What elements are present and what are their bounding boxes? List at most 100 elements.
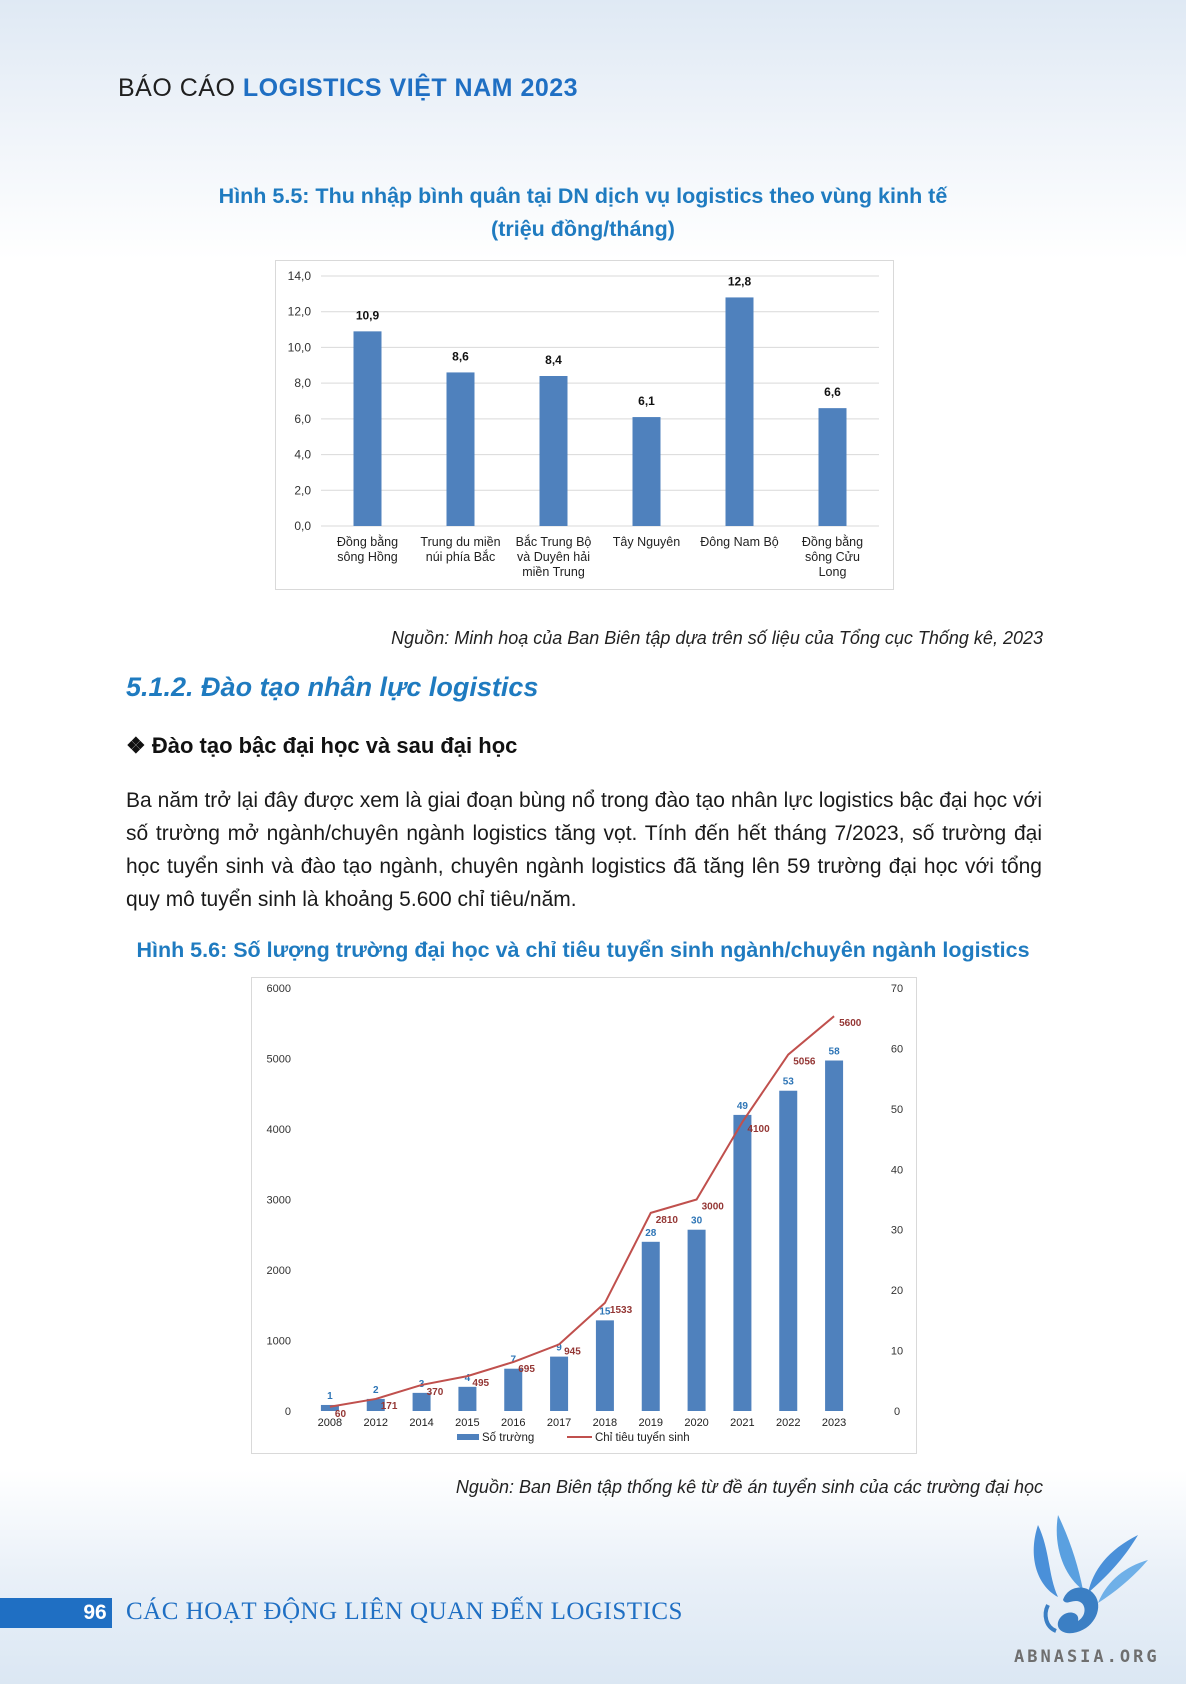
- line-data-label: 5600: [839, 1018, 862, 1029]
- figure1-title-line2: (triệu đồng/tháng): [491, 217, 675, 241]
- running-header: BÁO CÁO LOGISTICS VIỆT NAM 2023: [118, 74, 578, 103]
- figure2-chart-frame: 0 1000 2000 3000 4000 5000 6000 0 10 20 30 40 50 60 70…: [251, 977, 917, 1454]
- x-tick-label: Bắc Trung Bộ: [516, 534, 592, 549]
- x-tick-label: 2017: [547, 1417, 571, 1429]
- y-right-tick-label: 10: [891, 1346, 903, 1358]
- universities-combo-chart: 0 1000 2000 3000 4000 5000 6000 0 10 20 30 40 50 60 70…: [267, 983, 904, 1444]
- body-paragraph: Ba năm trở lại đây được xem là giai đoạn…: [126, 789, 1042, 911]
- bar-data-label: 53: [783, 1077, 795, 1088]
- y-tick-label: 12,0: [288, 305, 312, 319]
- quota-line: [329, 1015, 835, 1408]
- footer-title: CÁC HOẠT ĐỘNG LIÊN QUAN ĐẾN LOGISTICS: [126, 1598, 683, 1625]
- x-tick-label: 2016: [501, 1417, 525, 1429]
- bar-data-label: 9: [556, 1343, 562, 1354]
- bar-data-label: 2: [373, 1385, 379, 1396]
- x-tick-label: Đồng bằng: [802, 534, 863, 549]
- figure1-title: Hình 5.5: Thu nhập bình quân tại DN dịch…: [150, 180, 1016, 246]
- bar-data-label: 7: [510, 1355, 516, 1366]
- legend-swatch-bar: [457, 1434, 479, 1440]
- y-tick-label: 6,0: [294, 412, 311, 426]
- x-tick-label: 2019: [639, 1417, 663, 1429]
- y-left-tick-label: 0: [285, 1406, 291, 1418]
- bar: [825, 1060, 844, 1411]
- header-prefix: BÁO CÁO: [118, 74, 236, 102]
- bar: [504, 1368, 523, 1411]
- x-tick-label: 2008: [318, 1417, 342, 1429]
- bar: [687, 1229, 706, 1411]
- y-right-tick-label: 0: [894, 1406, 900, 1418]
- x-tick-label: 2018: [593, 1417, 617, 1429]
- bar: [353, 331, 382, 526]
- header-background: [0, 0, 1186, 260]
- x-tick-label: sông Hồng: [337, 550, 398, 564]
- line-data-label: 1533: [610, 1305, 633, 1316]
- data-label: 8,4: [545, 353, 562, 367]
- x-tick-label: Đông Nam Bộ: [700, 535, 779, 549]
- bar: [595, 1320, 614, 1411]
- y-left-tick-label: 2000: [267, 1265, 291, 1277]
- x-tick-label: 2015: [455, 1417, 479, 1429]
- y-right-tick-label: 60: [891, 1043, 903, 1055]
- y-right-tick-label: 50: [891, 1104, 903, 1116]
- y-tick-label: 0,0: [294, 519, 311, 533]
- y-right-tick-label: 30: [891, 1225, 903, 1237]
- line-data-label: 3000: [702, 1202, 725, 1213]
- x-tick-label: Trung du miền: [420, 535, 500, 549]
- bar: [725, 297, 754, 526]
- y-tick-label: 4,0: [294, 448, 311, 462]
- x-tick-label: Long: [819, 565, 847, 579]
- data-label: 8,6: [452, 349, 469, 363]
- x-tick-label: 2023: [822, 1417, 846, 1429]
- figure2-title: Hình 5.6: Số lượng trường đại học và chỉ…: [136, 938, 1030, 962]
- legend-label-line: Chỉ tiêu tuyển sinh: [595, 1432, 690, 1444]
- x-tick-label: sông Cửu: [805, 550, 860, 564]
- y-left-tick-label: 4000: [267, 1124, 291, 1136]
- y-tick-label: 14,0: [288, 269, 312, 283]
- x-tick-label: 2020: [684, 1417, 708, 1429]
- y-left-tick-label: 1000: [267, 1336, 291, 1348]
- x-tick-label: Tây Nguyên: [613, 535, 680, 549]
- line-data-label: 2810: [656, 1215, 679, 1226]
- subsection-heading: ❖ Đào tạo bậc đại học và sau đại học: [126, 733, 518, 758]
- y-right-tick-label: 40: [891, 1164, 903, 1176]
- bar: [539, 376, 568, 526]
- x-tick-label: Đồng bằng: [337, 534, 398, 549]
- data-label: 10,9: [356, 308, 380, 322]
- dragon-logo-icon: [1033, 1515, 1148, 1634]
- figure2-source: Nguồn: Ban Biên tập thống kê từ đề án tu…: [455, 1477, 1043, 1497]
- bar: [632, 417, 661, 526]
- bar: [320, 1404, 339, 1411]
- footer-background: [0, 1470, 1186, 1684]
- bar: [818, 408, 847, 526]
- bar: [733, 1114, 752, 1411]
- bar: [446, 372, 475, 526]
- bar: [550, 1356, 569, 1411]
- y-right-tick-label: 20: [891, 1285, 903, 1297]
- bar-data-label: 15: [599, 1306, 611, 1317]
- y-right-tick-label: 70: [891, 983, 903, 995]
- y-tick-label: 8,0: [294, 376, 311, 390]
- header-title: LOGISTICS VIỆT NAM 2023: [242, 74, 579, 102]
- bar: [366, 1398, 385, 1411]
- x-tick-label: 2021: [730, 1417, 754, 1429]
- page-number: 96: [83, 1601, 107, 1624]
- x-tick-label: 2022: [776, 1417, 800, 1429]
- bar-data-label: 30: [691, 1216, 703, 1227]
- figure1-title-line1: Hình 5.5: Thu nhập bình quân tại DN dịch…: [218, 184, 948, 208]
- bar: [779, 1090, 798, 1411]
- line-data-label: 945: [564, 1346, 581, 1357]
- x-tick-label: miền Trung: [522, 565, 585, 579]
- y-tick-label: 2,0: [294, 483, 311, 497]
- data-label: 6,6: [824, 385, 841, 399]
- income-bar-chart: 0,0 2,0 4,0 6,0 8,0 10,0 12,0 14,0 10,9 Đồng bằng…: [288, 269, 879, 579]
- bar-data-label: 49: [737, 1101, 749, 1112]
- line-data-label: 695: [518, 1364, 535, 1375]
- line-data-label: 60: [335, 1409, 347, 1420]
- data-label: 6,1: [638, 394, 655, 408]
- bar-data-label: 58: [829, 1047, 841, 1058]
- figure1-chart-frame: 0,0 2,0 4,0 6,0 8,0 10,0 12,0 14,0 10,9 Đồng bằng…: [275, 260, 894, 590]
- bar: [641, 1241, 660, 1411]
- bar-data-label: 28: [645, 1228, 657, 1239]
- x-tick-label: và Duyên hải: [517, 550, 590, 564]
- line-data-label: 171: [381, 1401, 398, 1412]
